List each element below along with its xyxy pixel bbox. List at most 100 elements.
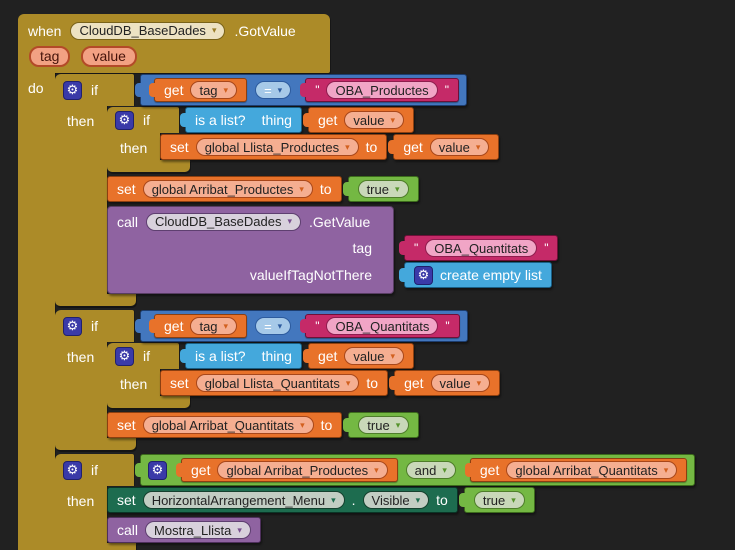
close-quote: " bbox=[544, 241, 549, 255]
equals-block-productes[interactable]: get tag = " bbox=[140, 74, 467, 106]
variable-dropdown-arribat-productes[interactable]: global Arribat_Productes bbox=[217, 461, 388, 479]
to-keyword: to bbox=[320, 417, 333, 433]
set-keyword: set bbox=[170, 139, 189, 155]
create-empty-list-block[interactable]: create empty list bbox=[404, 262, 552, 288]
get-keyword: get bbox=[164, 318, 184, 334]
then-label: then bbox=[120, 140, 148, 156]
to-keyword: to bbox=[319, 181, 332, 197]
set-arribat-quantitats-block[interactable]: set global Arribat_Quantitats to bbox=[107, 412, 343, 438]
set-visible-row: set HorizontalArrangement_Menu . Visible bbox=[107, 487, 535, 513]
mutator-gear-icon[interactable] bbox=[63, 80, 82, 100]
create-empty-list-label: create empty list bbox=[440, 267, 542, 283]
set-llista-productes-block[interactable]: set global Llista_Productes to bbox=[160, 134, 388, 160]
logic-true-block[interactable]: true bbox=[347, 176, 419, 202]
operator-label: and bbox=[414, 462, 437, 478]
property-dropdown-visible[interactable]: Visible bbox=[362, 491, 430, 509]
mutator-gear-icon[interactable] bbox=[115, 346, 134, 366]
get-value-block[interactable]: get value bbox=[394, 370, 501, 396]
string-block-oba-productes[interactable]: " OBA_Productes " bbox=[305, 78, 459, 102]
if-block-quantitats[interactable]: if get tag = bbox=[55, 310, 501, 450]
variable-dropdown-llista-productes[interactable]: global Llista_Productes bbox=[195, 138, 359, 156]
component-dropdown-clouddb[interactable]: CloudDB_BaseDades bbox=[146, 212, 302, 231]
dropdown-arrow-icon bbox=[212, 26, 217, 35]
dropdown-arrow-icon bbox=[390, 116, 395, 125]
logic-true-block[interactable]: true bbox=[463, 487, 535, 513]
variable-dropdown-tag[interactable]: tag bbox=[190, 81, 238, 99]
variable-dropdown-label: global Arribat_Quantitats bbox=[151, 417, 295, 433]
set-visible-block[interactable]: set HorizontalArrangement_Menu . Visible bbox=[107, 487, 458, 513]
string-text-field[interactable]: OBA_Productes bbox=[326, 81, 438, 99]
dropdown-arrow-icon bbox=[477, 379, 482, 388]
logic-true-dropdown[interactable]: true bbox=[358, 416, 410, 434]
operator-dropdown-and[interactable]: and bbox=[405, 461, 456, 479]
when-clouddb-gotvalue-block[interactable]: when CloudDB_BaseDades .GotValue tag val… bbox=[18, 14, 696, 550]
variable-dropdown-value[interactable]: value bbox=[430, 374, 491, 392]
then-label: then bbox=[67, 349, 95, 365]
get-arribat-quantitats-block[interactable]: get global Arribat_Quantitats bbox=[469, 458, 688, 482]
set-llista-quantitats-block[interactable]: set global Llista_Quantitats to bbox=[160, 370, 389, 396]
variable-dropdown-arribat-productes[interactable]: global Arribat_Productes bbox=[142, 180, 313, 198]
set-arribat-productes-block[interactable]: set global Arribat_Productes to bbox=[107, 176, 342, 202]
variable-dropdown-value[interactable]: value bbox=[344, 347, 405, 365]
is-a-list-block[interactable]: is a list? thing bbox=[185, 107, 302, 133]
variable-dropdown-value[interactable]: value bbox=[344, 111, 405, 129]
if-block-productes[interactable]: if get tag = bbox=[55, 74, 559, 306]
dropdown-arrow-icon bbox=[664, 466, 669, 475]
open-quote: " bbox=[414, 241, 419, 255]
when-block-header[interactable]: when CloudDB_BaseDades .GotValue tag val… bbox=[18, 14, 330, 73]
procedure-dropdown-mostra-llista[interactable]: Mostra_Llista bbox=[145, 521, 251, 539]
dropdown-arrow-icon bbox=[476, 143, 481, 152]
get-value-block[interactable]: get value bbox=[307, 107, 415, 133]
variable-dropdown-llista-quantitats[interactable]: global Llista_Quantitats bbox=[195, 374, 360, 392]
get-arribat-productes-block[interactable]: get global Arribat_Productes bbox=[181, 458, 398, 482]
component-dropdown-label: CloudDB_BaseDades bbox=[155, 214, 282, 229]
if-keyword: if bbox=[91, 82, 98, 98]
component-dropdown-horizontalarrangement[interactable]: HorizontalArrangement_Menu bbox=[142, 491, 345, 509]
string-block-oba-quantitats[interactable]: " OBA_Quantitats " bbox=[305, 314, 460, 338]
operator-dropdown-equals[interactable]: = bbox=[255, 81, 292, 99]
variable-dropdown-arribat-quantitats[interactable]: global Arribat_Quantitats bbox=[142, 416, 314, 434]
call-getvalue-block[interactable]: call CloudDB_BaseDades .GetValue tag bbox=[107, 206, 559, 294]
operator-dropdown-equals[interactable]: = bbox=[255, 317, 292, 335]
logic-and-block[interactable]: get global Arribat_Productes and bbox=[140, 454, 696, 486]
dropdown-arrow-icon bbox=[374, 466, 379, 475]
string-text-field[interactable]: OBA_Quantitats bbox=[425, 239, 538, 257]
mutator-gear-icon[interactable] bbox=[115, 110, 134, 130]
variable-dropdown-tag[interactable]: tag bbox=[190, 317, 238, 335]
get-value-block[interactable]: get value bbox=[393, 134, 500, 160]
if-block-both-arrived[interactable]: if get global Arribat_Productes bbox=[55, 454, 696, 550]
mutator-gear-icon[interactable] bbox=[63, 460, 82, 480]
get-tag-block[interactable]: get tag bbox=[154, 78, 248, 102]
if-block-is-list-quantitats[interactable]: if is a list? thing get bbox=[107, 343, 501, 408]
event-param-tag[interactable]: tag bbox=[29, 45, 71, 67]
if-block-bottom bbox=[55, 543, 136, 550]
variable-dropdown-arribat-quantitats[interactable]: global Arribat_Quantitats bbox=[506, 461, 678, 479]
is-a-list-block[interactable]: is a list? thing bbox=[185, 343, 302, 369]
event-param-value[interactable]: value bbox=[81, 45, 137, 67]
do-spine: do bbox=[18, 73, 55, 550]
logic-true-dropdown[interactable]: true bbox=[473, 491, 525, 509]
get-tag-block[interactable]: get tag bbox=[154, 314, 248, 338]
mutator-gear-icon[interactable] bbox=[148, 460, 167, 480]
logic-true-block[interactable]: true bbox=[348, 412, 420, 438]
string-block-oba-quantitats[interactable]: " OBA_Quantitats " bbox=[404, 235, 559, 261]
string-text-field[interactable]: OBA_Quantitats bbox=[326, 317, 439, 335]
call-keyword: call bbox=[117, 213, 139, 230]
equals-block-quantitats[interactable]: get tag = " bbox=[140, 310, 468, 342]
set-keyword: set bbox=[170, 375, 189, 391]
component-dropdown-label: CloudDB_BaseDades bbox=[79, 23, 206, 38]
open-quote: " bbox=[315, 319, 320, 333]
get-value-block[interactable]: get value bbox=[307, 343, 415, 369]
variable-dropdown-label: global Llista_Quantitats bbox=[204, 375, 340, 391]
set-llista-productes-row: set global Llista_Productes to bbox=[160, 134, 500, 160]
logic-true-dropdown[interactable]: true bbox=[357, 180, 409, 198]
if-block-bottom bbox=[55, 438, 136, 450]
set-keyword: set bbox=[117, 181, 136, 197]
mutator-gear-icon[interactable] bbox=[414, 265, 433, 285]
if-block-is-list-productes[interactable]: if is a list? thing get bbox=[107, 107, 500, 172]
variable-dropdown-value[interactable]: value bbox=[429, 138, 490, 156]
component-dropdown-clouddb[interactable]: CloudDB_BaseDades bbox=[70, 21, 226, 40]
mutator-gear-icon[interactable] bbox=[63, 316, 82, 336]
call-mostra-llista-block[interactable]: call Mostra_Llista bbox=[107, 517, 261, 543]
